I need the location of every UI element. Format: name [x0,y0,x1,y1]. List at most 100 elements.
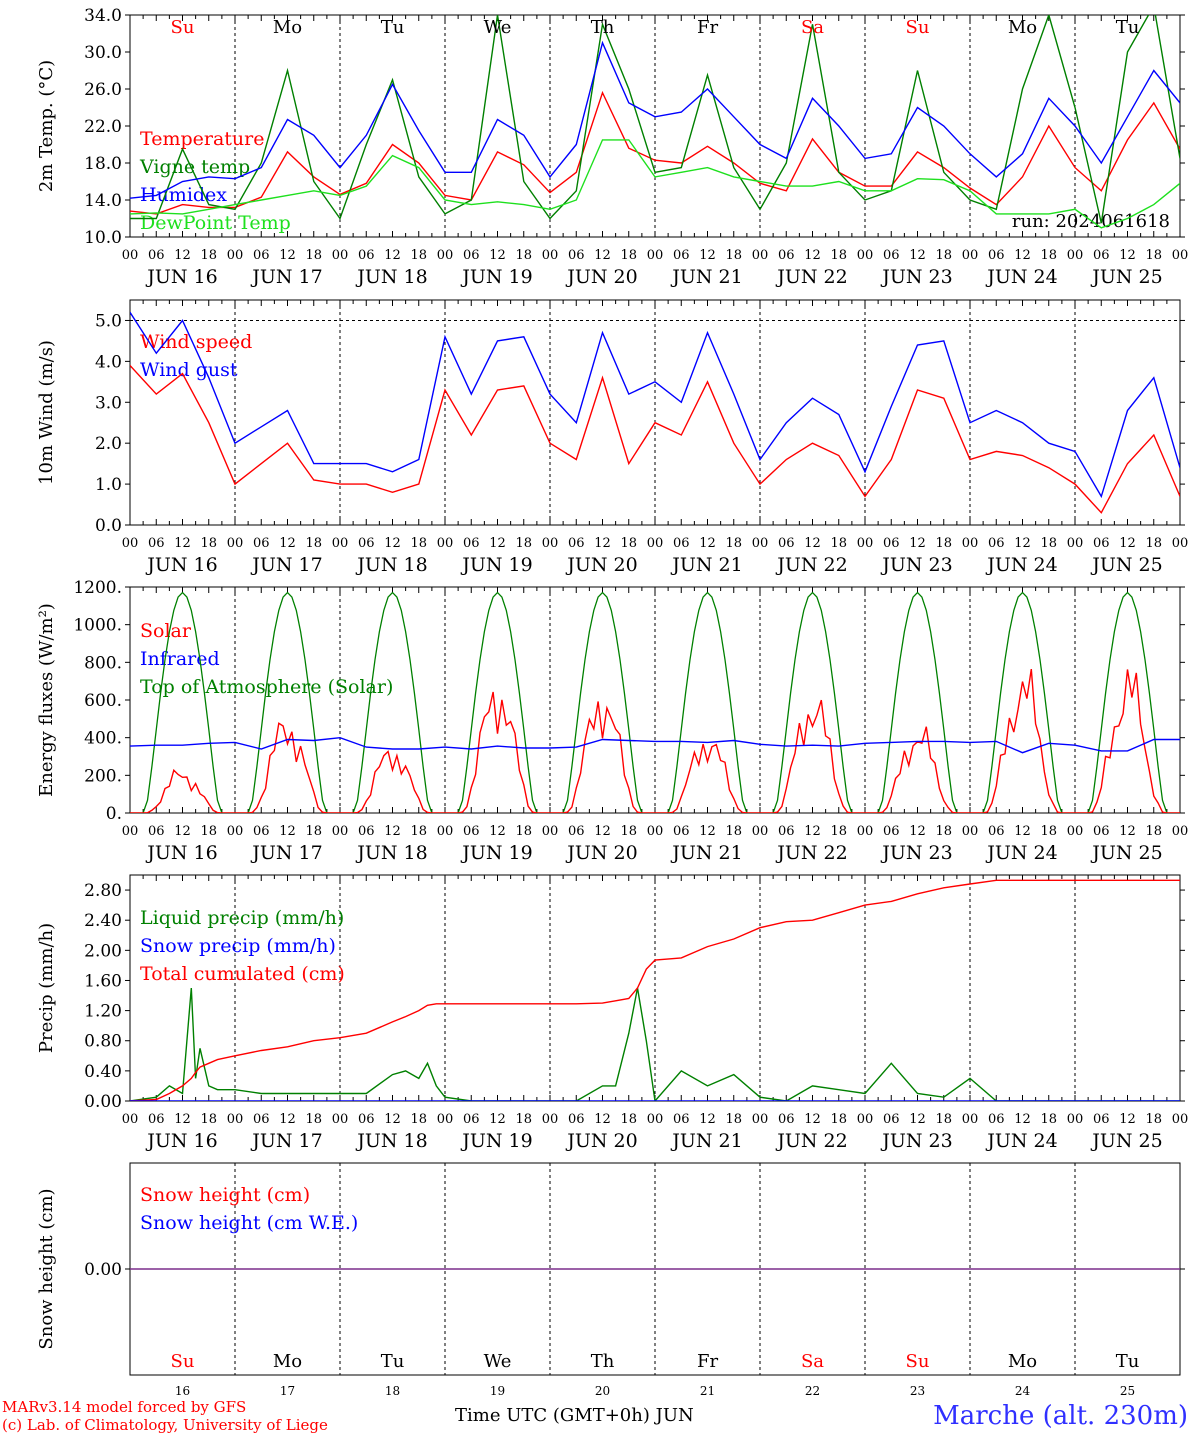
day-number-label: 24 [1015,1384,1031,1398]
hour-label: 18 [200,824,217,839]
hour-label: 12 [1014,536,1031,551]
date-label: JUN 24 [985,842,1057,864]
hour-label: 12 [699,536,716,551]
hour-label: 00 [857,824,874,839]
weekday-label: Su [171,1351,195,1372]
date-label: JUN 22 [775,266,847,288]
hour-label: 12 [279,536,296,551]
y-axis-label: Snow height (cm) [36,1188,57,1349]
hour-label: 18 [935,1112,952,1127]
hour-label: 18 [1040,536,1057,551]
hour-label: 18 [410,1112,427,1127]
hour-label: 06 [778,248,795,263]
date-label: JUN 23 [880,842,952,864]
hour-label: 00 [1172,824,1189,839]
y-tick-label: 22.0 [84,117,122,137]
hour-label: 12 [1014,824,1031,839]
x-axis-title: Time UTC (GMT+0h) JUN [455,1405,694,1426]
hour-label: 18 [725,536,742,551]
day-number-label: 18 [385,1384,400,1398]
hour-label: 18 [200,248,217,263]
month-label: JUN [655,1405,694,1426]
hour-label: 00 [647,536,664,551]
weekday-label: Fr [697,1351,718,1372]
series-line-toa-solar [130,591,1180,813]
hour-label: 18 [935,536,952,551]
hour-label: 00 [542,248,559,263]
hour-label: 00 [437,824,454,839]
date-label: JUN 24 [985,266,1057,288]
hour-label: 00 [1067,1112,1084,1127]
weekday-label: We [484,17,512,38]
y-tick-label: 1000. [73,616,122,636]
hour-label: 06 [253,824,270,839]
y-tick-label: 200. [84,766,122,786]
hour-label: 18 [305,824,322,839]
legend-entry: Total cumulated (cm) [140,963,345,985]
weekday-label: Mo [273,1351,302,1372]
hour-label: 00 [857,536,874,551]
hour-label: 12 [1119,824,1136,839]
hour-label: 12 [279,248,296,263]
hour-label: 18 [725,248,742,263]
hour-label: 00 [752,536,769,551]
hour-label: 00 [752,824,769,839]
hour-label: 00 [227,536,244,551]
date-label: JUN 21 [670,842,742,864]
date-label: JUN 17 [250,842,322,864]
hour-label: 00 [1067,536,1084,551]
hour-label: 00 [647,1112,664,1127]
date-label: JUN 20 [565,842,637,864]
hour-label: 12 [1119,248,1136,263]
hour-label: 00 [752,248,769,263]
date-label: JUN 22 [775,1130,847,1152]
hour-label: 12 [909,1112,926,1127]
weekday-label: Su [171,17,195,38]
hour-label: 12 [384,1112,401,1127]
plot-area [130,15,1180,229]
date-label: JUN 20 [565,554,637,576]
y-tick-label: 1.0 [95,475,122,495]
hour-label: 18 [1040,824,1057,839]
hour-label: 06 [253,536,270,551]
hour-label: 12 [804,824,821,839]
y-tick-label: 0.00 [84,1260,122,1280]
hour-label: 12 [1014,1112,1031,1127]
hour-label: 06 [673,1112,690,1127]
weekday-label: Th [591,1351,615,1372]
plot-area [130,879,1180,1101]
hour-label: 06 [1093,536,1110,551]
y-axis-label: Precip (mm/h) [36,923,57,1053]
date-label: JUN 23 [880,1130,952,1152]
date-label: JUN 19 [460,1130,532,1152]
hour-label: 06 [988,536,1005,551]
weekday-label: Fr [697,17,718,38]
panel-4: 00 06 12 18 JUN 16 00 06 12 18 JUN 17 00 06 12 18 JUN … [36,874,1188,1152]
hour-label: 18 [830,824,847,839]
hour-label: 00 [962,248,979,263]
date-label: JUN 20 [565,266,637,288]
hour-label: 18 [725,824,742,839]
y-axis-label: Energy fluxes (W/m²) [36,603,57,797]
hour-label: 06 [253,1112,270,1127]
date-label: JUN 17 [250,554,322,576]
hour-label: 06 [778,536,795,551]
y-tick-label: 1200. [73,578,122,598]
hour-label: 12 [1014,248,1031,263]
date-label: JUN 19 [460,554,532,576]
date-label: JUN 18 [355,266,427,288]
hour-label: 06 [1093,1112,1110,1127]
day-number-label: 22 [805,1384,820,1398]
hour-label: 06 [778,1112,795,1127]
series-line-humidex [130,40,1180,199]
hour-label: 18 [515,824,532,839]
day-number-label: 23 [910,1384,925,1398]
hour-label: 18 [1145,248,1162,263]
hour-label: 12 [489,824,506,839]
hour-label: 12 [279,824,296,839]
date-label: JUN 18 [355,1130,427,1152]
series-line-dewpoint-temp [130,139,1180,229]
hour-label: 06 [358,1112,375,1127]
hour-label: 12 [804,1112,821,1127]
